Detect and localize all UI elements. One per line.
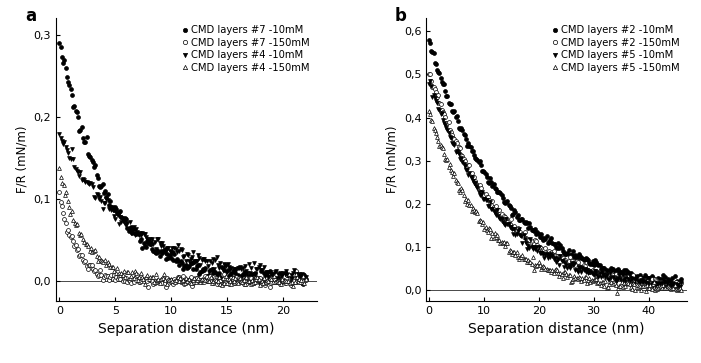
CMD layers #5 -10mM [677,281,686,285]
CMD layers #2 -10mM [425,38,433,42]
CMD layers #5 -10mM [647,282,655,286]
CMD layers #2 -150mM [425,72,433,77]
CMD layers #2 -10mM [675,282,683,287]
Line: CMD layers #2 -150mM: CMD layers #2 -150mM [427,72,683,289]
CMD layers #5 -150mM [425,109,433,113]
CMD layers #7 -10mM [101,188,109,193]
X-axis label: Separation distance (nm): Separation distance (nm) [98,322,275,336]
CMD layers #2 -10mM [638,276,646,280]
CMD layers #4 -150mM [55,166,64,170]
CMD layers #5 -10mM [639,280,648,285]
CMD layers #4 -150mM [149,275,157,279]
CMD layers #2 -10mM [677,277,686,281]
CMD layers #4 -150mM [60,183,68,187]
Text: b: b [395,7,407,25]
CMD layers #4 -150mM [274,280,283,284]
CMD layers #7 -10mM [299,282,307,286]
CMD layers #5 -10mM [500,222,508,226]
CMD layers #7 -10mM [121,216,129,221]
CMD layers #7 -10mM [70,104,79,109]
CMD layers #7 -150mM [301,277,310,282]
Line: CMD layers #5 -150mM: CMD layers #5 -150mM [427,109,683,295]
CMD layers #5 -150mM [613,290,621,295]
CMD layers #5 -10mM [561,261,569,265]
CMD layers #7 -150mM [55,189,64,194]
CMD layers #2 -10mM [651,281,659,286]
CMD layers #7 -150mM [101,272,109,277]
CMD layers #5 -10mM [426,79,435,83]
CMD layers #4 -150mM [301,277,310,281]
CMD layers #2 -150mM [639,282,648,287]
CMD layers #4 -10mM [301,275,310,280]
Line: CMD layers #4 -150mM: CMD layers #4 -150mM [57,166,308,288]
CMD layers #4 -150mM [294,277,303,281]
CMD layers #2 -150mM [561,258,569,262]
CMD layers #7 -150mM [70,244,79,249]
CMD layers #4 -10mM [289,270,297,275]
CMD layers #4 -10mM [101,200,109,205]
CMD layers #2 -10mM [494,190,503,194]
CMD layers #2 -150mM [652,278,660,282]
Line: CMD layers #5 -10mM: CMD layers #5 -10mM [427,79,683,289]
Y-axis label: F/R (mN/m): F/R (mN/m) [386,126,398,193]
CMD layers #7 -150mM [121,279,129,284]
Legend: CMD layers #7 -10mM, CMD layers #7 -150mM, CMD layers #4 -10mM, CMD layers #4 -1: CMD layers #7 -10mM, CMD layers #7 -150m… [180,23,312,75]
CMD layers #4 -10mM [70,165,79,169]
CMD layers #2 -10mM [559,250,568,255]
CMD layers #5 -150mM [639,284,648,288]
CMD layers #4 -10mM [280,272,289,276]
CMD layers #7 -10mM [65,83,74,87]
CMD layers #4 -10mM [121,222,129,227]
CMD layers #2 -150mM [677,281,686,285]
CMD layers #5 -150mM [647,287,655,291]
CMD layers #5 -150mM [498,241,507,245]
CMD layers #2 -150mM [495,208,503,212]
CMD layers #2 -10mM [646,276,655,281]
CMD layers #5 -150mM [652,286,660,290]
CMD layers #4 -10mM [65,155,74,160]
CMD layers #7 -150mM [162,285,170,289]
CMD layers #4 -150mM [84,244,93,249]
CMD layers #5 -150mM [494,238,503,242]
CMD layers #5 -150mM [559,270,568,274]
CMD layers #2 -150mM [667,285,675,289]
Line: CMD layers #7 -150mM: CMD layers #7 -150mM [57,190,308,289]
CMD layers #2 -150mM [500,213,508,218]
CMD layers #5 -150mM [677,288,686,292]
CMD layers #7 -10mM [280,280,289,284]
CMD layers #7 -10mM [55,41,64,46]
CMD layers #4 -10mM [55,132,64,136]
Text: a: a [25,7,36,25]
Line: CMD layers #7 -10mM: CMD layers #7 -10mM [57,41,308,286]
CMD layers #7 -150mM [290,278,299,283]
CMD layers #7 -10mM [301,277,310,281]
CMD layers #5 -10mM [425,82,433,86]
Legend: CMD layers #2 -10mM, CMD layers #2 -150mM, CMD layers #5 -10mM, CMD layers #5 -1: CMD layers #2 -10mM, CMD layers #2 -150m… [550,23,682,75]
CMD layers #7 -150mM [282,281,290,285]
X-axis label: Separation distance (nm): Separation distance (nm) [468,322,645,336]
CMD layers #4 -150mM [289,284,297,288]
Line: CMD layers #4 -10mM: CMD layers #4 -10mM [57,132,308,281]
CMD layers #4 -150mM [106,265,114,270]
Y-axis label: F/R (mN/m): F/R (mN/m) [15,126,28,193]
CMD layers #4 -10mM [294,276,302,281]
CMD layers #5 -10mM [652,283,660,287]
CMD layers #2 -10mM [498,195,507,200]
CMD layers #2 -150mM [647,277,655,281]
CMD layers #7 -150mM [65,233,74,237]
CMD layers #2 -150mM [426,72,435,76]
CMD layers #7 -10mM [289,278,297,282]
CMD layers #5 -10mM [495,216,503,220]
Line: CMD layers #2 -10mM: CMD layers #2 -10mM [427,38,683,286]
CMD layers #5 -10mM [676,285,685,290]
